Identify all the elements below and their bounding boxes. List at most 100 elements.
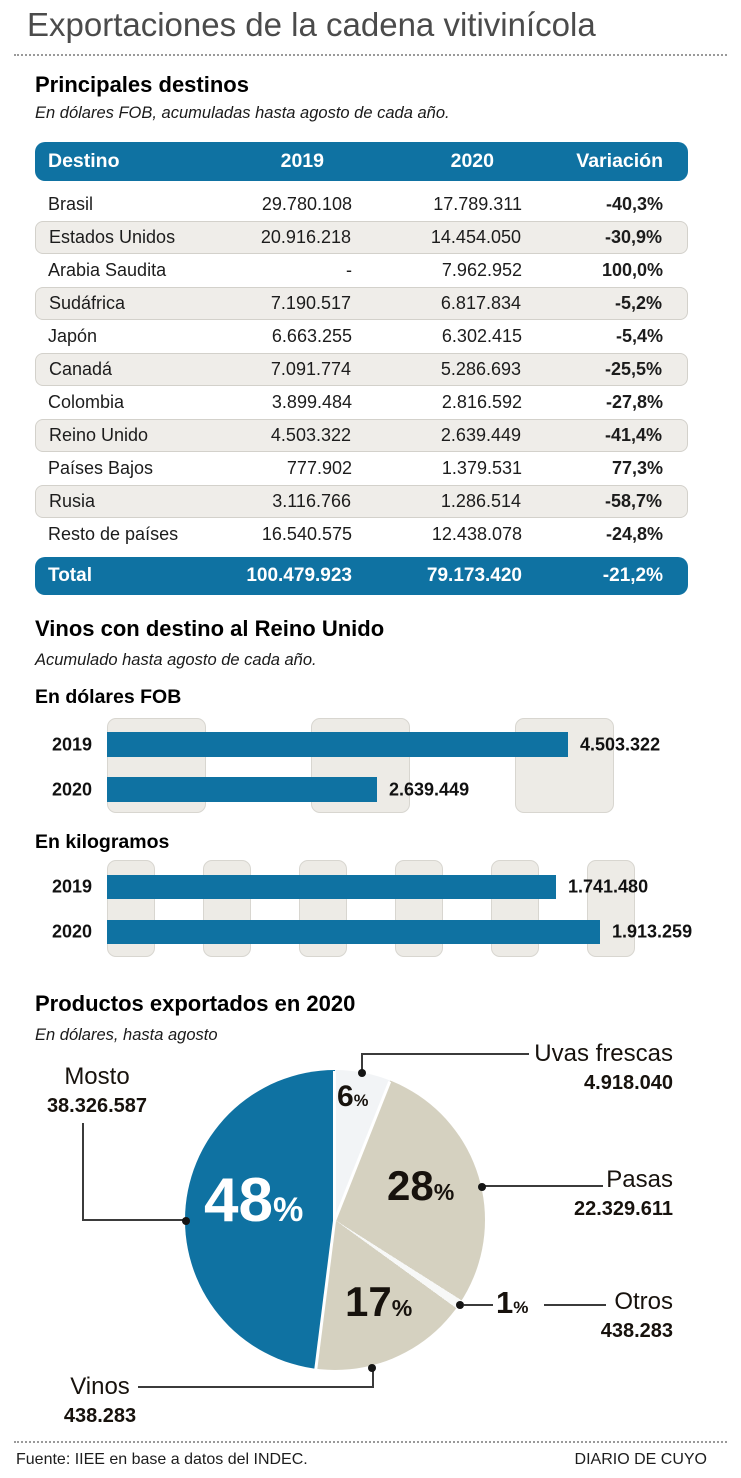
cell-label: Rusia — [49, 491, 96, 511]
leader-dot-pasas — [478, 1183, 486, 1191]
cell-value: 6.302.415 — [441, 326, 522, 346]
slice-name: Mosto — [64, 1063, 130, 1090]
destinations-table: Destino 2019 2020 Variación Brasil 29.780.10… — [35, 142, 688, 595]
slice-name: Pasas — [606, 1166, 673, 1193]
slice-name: Vinos — [70, 1373, 130, 1400]
cell-label: Canadá — [49, 359, 113, 379]
leader-dot-uvas — [358, 1069, 366, 1077]
header-value: 2020 — [450, 150, 494, 172]
cell-value: 3.899.484 — [271, 392, 352, 412]
cell-value: 6.817.834 — [440, 293, 521, 313]
cell-value: - — [346, 260, 352, 280]
slice-name: Uvas frescas — [534, 1040, 673, 1067]
table-row: Reino Unido 4.503.322 2.639.449 -41,4% — [35, 419, 688, 452]
bar-2019 — [107, 732, 568, 757]
publisher-credit: DIARIO DE CUYO — [574, 1451, 707, 1468]
cell-label: Sudáfrica — [49, 293, 126, 313]
cell-value: 5.286.693 — [440, 359, 521, 379]
pct-sign: % — [391, 1295, 413, 1321]
bar-category-label: 2019 — [51, 876, 92, 897]
cell-value: -5,4% — [615, 326, 663, 346]
table-row: Países Bajos 777.902 1.379.531 77,3% — [35, 452, 688, 485]
header-value: Variación — [576, 150, 663, 172]
cell-value: 1.286.514 — [440, 491, 521, 511]
leader-line-vinos — [138, 1386, 374, 1388]
pie-label-mosto: Mosto 38.326.587 — [37, 1063, 157, 1118]
cell-value: 1.379.531 — [441, 458, 522, 478]
dotted-divider-bottom — [14, 1441, 727, 1443]
cell-value: -58,7% — [604, 491, 662, 511]
total-value: 79.173.420 — [426, 565, 522, 586]
bar-2019 — [107, 875, 556, 899]
pie-pct-uvas-frescas: 6% — [337, 1082, 368, 1112]
table-row: Estados Unidos 20.916.218 14.454.050 -30,9% — [35, 221, 688, 254]
cell-value: 7.962.952 — [441, 260, 522, 280]
bars-section-heading: Vinos con destino al Reino Unido — [35, 616, 385, 641]
table-body: Brasil 29.780.108 17.789.311 -40,3% Estados … — [35, 188, 688, 551]
leader-line-otros — [464, 1304, 493, 1306]
pct-sign: % — [433, 1179, 455, 1205]
cell-label: Arabia Saudita — [48, 260, 167, 280]
leader-line-uvas — [361, 1053, 363, 1071]
header-value: 2019 — [280, 150, 324, 172]
pie-section-heading: Productos exportados en 2020 — [35, 991, 356, 1016]
cell-value: 16.540.575 — [261, 524, 352, 544]
cell-label: Brasil — [48, 194, 94, 214]
cell-value: 7.190.517 — [270, 293, 351, 313]
cell-value: 7.091.774 — [270, 359, 351, 379]
cell-label: Colombia — [48, 392, 125, 412]
cell-value: -27,8% — [605, 392, 663, 412]
leader-line-mosto — [82, 1123, 84, 1221]
cell-value: 12.438.078 — [431, 524, 522, 544]
cell-value: 2.639.449 — [440, 425, 521, 445]
pct-sign: % — [272, 1191, 304, 1229]
pct-value: 1 — [496, 1285, 514, 1320]
bar-2020 — [107, 920, 600, 944]
pct-value: 17 — [345, 1278, 392, 1325]
pct-sign: % — [353, 1092, 369, 1110]
pie-section-subtitle: En dólares, hasta agosto — [35, 1026, 218, 1044]
cell-value: -41,4% — [604, 425, 662, 445]
table-row: Sudáfrica 7.190.517 6.817.834 -5,2% — [35, 287, 688, 320]
cell-value: 100,0% — [601, 260, 663, 280]
cell-value: 3.116.766 — [272, 491, 351, 511]
slice-value: 4.918.040 — [584, 1072, 673, 1095]
cell-value: 777.902 — [286, 458, 352, 478]
dotted-divider-top — [14, 54, 727, 56]
cell-label: Japón — [48, 326, 98, 346]
bar-value-label: 4.503.322 — [580, 734, 661, 754]
page-title: Exportaciones de la cadena vitivinícola — [27, 6, 596, 43]
pie-pct-vinos: 17% — [345, 1281, 412, 1323]
cell-value: -30,9% — [604, 227, 662, 247]
leader-dot-mosto — [182, 1217, 190, 1225]
pie-label-vinos: Vinos 438.283 — [41, 1373, 159, 1428]
cell-value: 6.663.255 — [271, 326, 352, 346]
bar-value-label: 1.741.480 — [568, 876, 649, 897]
table-row: Brasil 29.780.108 17.789.311 -40,3% — [35, 188, 688, 221]
cell-label: Reino Unido — [49, 425, 149, 445]
bar-value-label: 2.639.449 — [389, 779, 470, 799]
leader-line-vinos — [372, 1368, 374, 1388]
pie-pct-otros: 1% — [496, 1287, 528, 1318]
slice-value: 38.326.587 — [46, 1095, 148, 1118]
table-row: Rusia 3.116.766 1.286.514 -58,7% — [35, 485, 688, 518]
cell-value: -40,3% — [605, 194, 663, 214]
fob-chart-heading: En dólares FOB — [35, 686, 182, 708]
table-header-row: Destino 2019 2020 Variación — [35, 142, 688, 181]
table-total-row: Total 100.479.923 79.173.420 -21,2% — [35, 557, 688, 595]
cell-value: 17.789.311 — [433, 194, 522, 214]
source-credit: Fuente: IIEE en base a datos del INDEC. — [16, 1451, 308, 1468]
bar-value-label: 1.913.259 — [612, 921, 693, 942]
pie-label-otros: Otros 438.283 — [601, 1288, 673, 1343]
header-label: Destino — [48, 150, 120, 172]
bar-2020 — [107, 777, 377, 802]
pct-value: 28 — [387, 1162, 434, 1209]
pie-slice-separator — [333, 1071, 336, 1221]
pct-value: 6 — [337, 1080, 354, 1113]
cell-value: 4.503.322 — [270, 425, 351, 445]
cell-label: Resto de países — [48, 524, 179, 544]
cell-value: 77,3% — [611, 458, 663, 478]
leader-dot-otros — [456, 1301, 464, 1309]
cell-label: Estados Unidos — [49, 227, 176, 247]
bar-category-label: 2020 — [51, 921, 92, 942]
